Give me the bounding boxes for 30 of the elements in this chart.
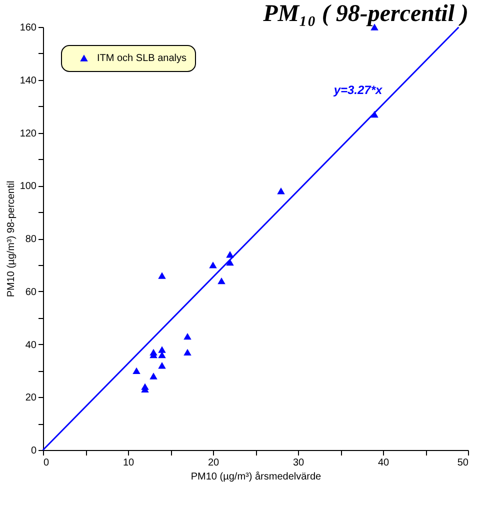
point	[184, 332, 192, 340]
point	[218, 277, 226, 284]
point	[277, 188, 285, 194]
point	[209, 262, 217, 268]
point	[158, 346, 166, 353]
y-tick-label: 0	[30, 446, 37, 456]
y-tick-label: 120	[20, 128, 37, 140]
x-tick-label: 50	[457, 458, 469, 468]
y-tick-label: 140	[20, 75, 37, 86]
x-tick-label: 30	[292, 458, 304, 468]
point	[184, 348, 192, 356]
annotation: y=3.27*x	[332, 83, 384, 97]
point	[150, 372, 158, 380]
y-axis-title: PM10 (µg/m³) 98-percentil	[6, 180, 17, 298]
x-tick-label: 0	[44, 458, 50, 468]
chart-title: PM₁₀ ( 98-percentil )	[262, 1, 468, 27]
y-tick-label: 60	[25, 286, 37, 298]
x-tick-label: 20	[208, 458, 220, 468]
point	[132, 367, 140, 374]
x-tick-label: 40	[378, 458, 390, 468]
y-tick-label: 40	[25, 340, 37, 351]
x-axis-title: PM10 (µg/m³) årsmedelvärde	[190, 470, 322, 482]
point	[158, 272, 166, 279]
legend-label: ITM och SLB analys	[97, 53, 186, 64]
y-tick-label: 80	[25, 234, 37, 245]
point	[158, 362, 166, 369]
y-tick-label: 160	[20, 22, 37, 34]
x-tick-label: 10	[122, 458, 134, 468]
y-tick-label: 100	[20, 181, 37, 192]
y-tick-label: 20	[25, 392, 37, 404]
